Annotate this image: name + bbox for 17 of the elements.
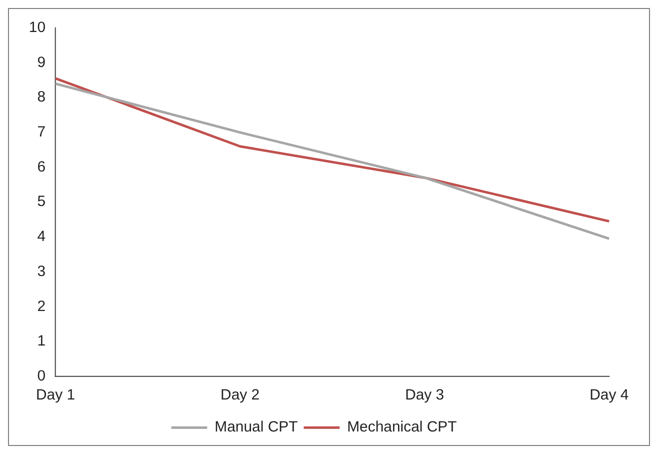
x-tick-label: Day 1 — [36, 386, 76, 404]
x-tick-label: Day 3 — [405, 386, 444, 404]
x-tick-label: Day 2 — [220, 386, 260, 404]
y-tick-label: 4 — [37, 228, 46, 246]
y-tick-label: 6 — [37, 158, 46, 176]
y-tick-label: 1 — [37, 332, 46, 350]
y-tick-label: 8 — [37, 88, 46, 106]
y-tick-label: 5 — [37, 193, 46, 210]
y-tick-label: 7 — [37, 124, 46, 141]
y-tick-label: 10 — [28, 19, 46, 36]
y-tick-label: 3 — [37, 262, 46, 280]
y-tick-label: 0 — [37, 367, 46, 384]
legend-label: Mechanical CPT — [347, 418, 457, 436]
legend-label: Manual CPT — [214, 418, 298, 436]
y-tick-label: 9 — [37, 54, 46, 71]
x-tick-label: Day 4 — [590, 386, 629, 404]
y-tick-label: 2 — [37, 298, 46, 315]
